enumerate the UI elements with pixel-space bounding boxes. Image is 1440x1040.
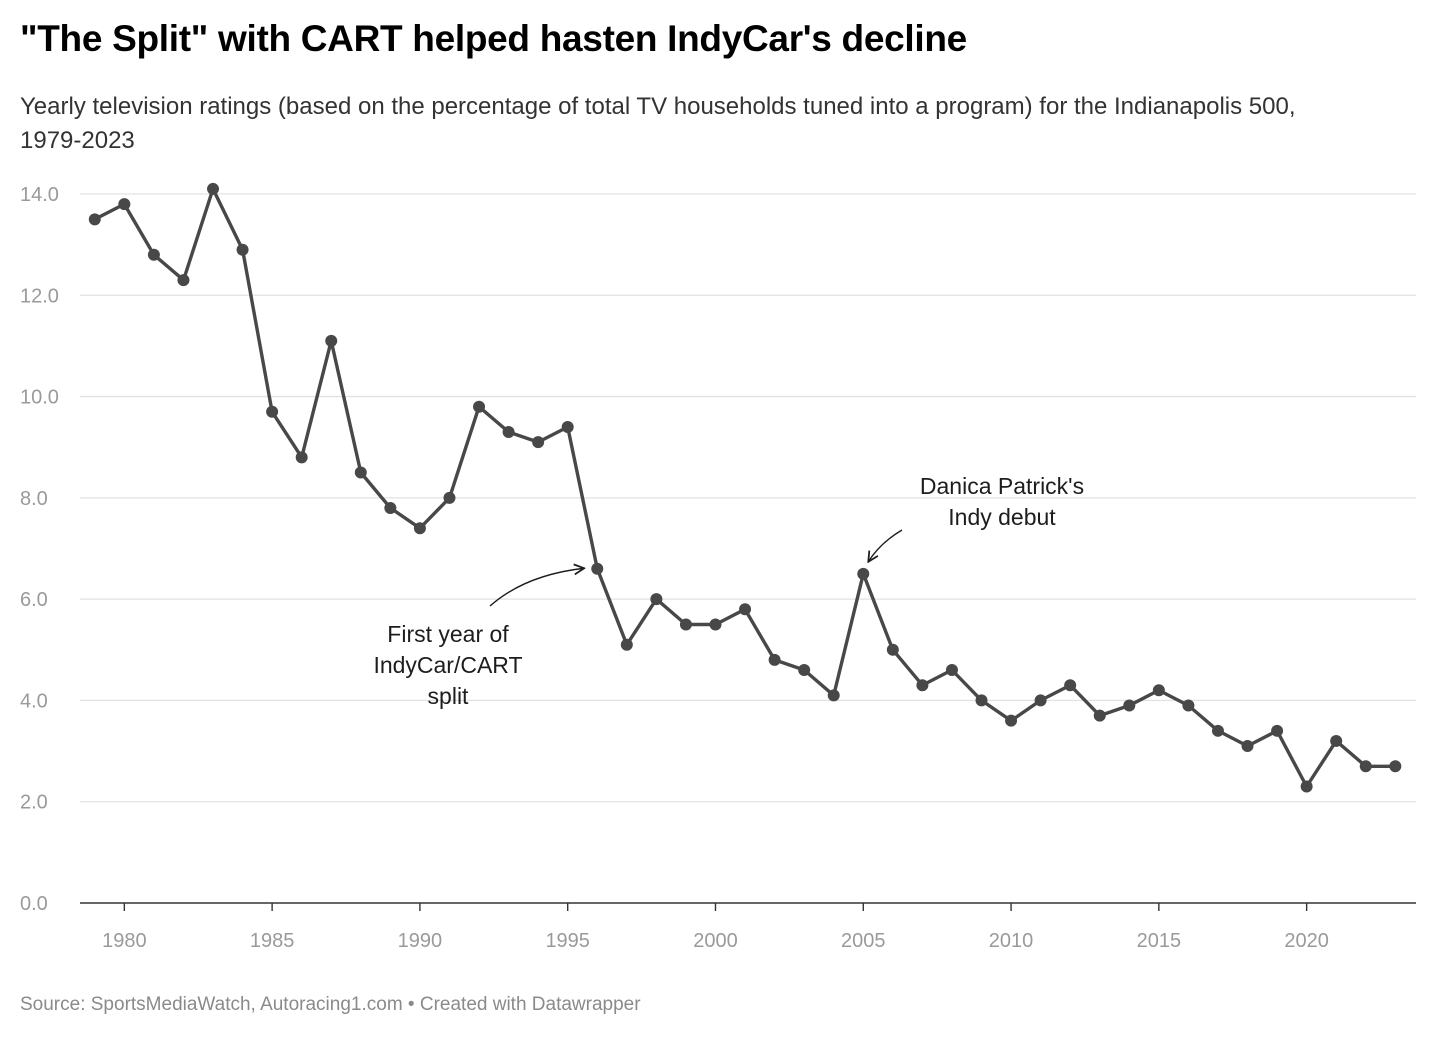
data-point bbox=[1152, 684, 1165, 697]
data-point bbox=[739, 603, 752, 616]
chart-title: "The Split" with CART helped hasten Indy… bbox=[20, 18, 967, 59]
x-tick-label: 2000 bbox=[693, 930, 738, 952]
data-point bbox=[147, 248, 160, 261]
y-tick-label: 10.0 bbox=[20, 387, 59, 409]
x-tick-label: 1995 bbox=[545, 930, 590, 952]
data-point bbox=[384, 501, 397, 514]
annotation-split: First year of IndyCar/CART split bbox=[373, 621, 522, 709]
annotation-arrow-split bbox=[489, 568, 584, 607]
data-point bbox=[591, 562, 604, 575]
x-axis: 1980 1985 1990 1995 2000 2005 2010 2015 2020 bbox=[80, 902, 1416, 952]
data-point bbox=[1271, 724, 1284, 737]
x-tick-label: 2015 bbox=[1137, 930, 1182, 952]
data-point bbox=[827, 689, 840, 702]
x-tick-label: 1990 bbox=[398, 930, 443, 952]
data-point bbox=[266, 405, 279, 418]
data-point bbox=[88, 213, 101, 226]
data-point bbox=[532, 436, 545, 449]
data-point bbox=[916, 679, 929, 692]
data-point bbox=[207, 182, 220, 195]
gridlines bbox=[80, 193, 1416, 803]
data-point bbox=[1241, 740, 1254, 753]
data-point bbox=[443, 491, 456, 504]
annotation-danica: Danica Patrick's Indy debut bbox=[920, 473, 1084, 530]
data-point bbox=[620, 638, 633, 651]
data-point bbox=[886, 643, 899, 656]
data-point bbox=[1123, 699, 1136, 712]
x-tick-label: 2010 bbox=[989, 930, 1034, 952]
data-point bbox=[177, 274, 190, 287]
data-point bbox=[1330, 734, 1343, 747]
data-point bbox=[1093, 709, 1106, 722]
source-footer: Source: SportsMediaWatch, Autoracing1.co… bbox=[20, 994, 641, 1015]
y-tick-label: 2.0 bbox=[20, 792, 48, 814]
data-point bbox=[1389, 760, 1402, 773]
data-point bbox=[354, 466, 367, 479]
series-line bbox=[94, 187, 1396, 789]
data-point bbox=[1182, 699, 1195, 712]
x-tick-label: 2005 bbox=[841, 930, 886, 952]
data-point bbox=[975, 694, 988, 707]
annotations: First year of IndyCar/CART split Danica Pat… bbox=[373, 473, 1084, 709]
data-point bbox=[798, 664, 811, 677]
data-point bbox=[502, 426, 515, 439]
data-point bbox=[650, 593, 663, 606]
data-point bbox=[561, 420, 574, 433]
y-tick-label: 8.0 bbox=[20, 488, 48, 510]
data-point bbox=[118, 198, 131, 211]
y-tick-label: 14.0 bbox=[20, 184, 59, 206]
data-point bbox=[1005, 714, 1018, 727]
annotation-arrow-danica bbox=[868, 529, 903, 562]
series-ratings bbox=[88, 182, 1402, 793]
y-tick-label: 4.0 bbox=[20, 690, 48, 712]
data-point bbox=[1064, 679, 1077, 692]
data-point bbox=[709, 618, 722, 631]
x-tick-label: 2020 bbox=[1284, 930, 1329, 952]
data-point bbox=[1300, 780, 1313, 793]
data-point bbox=[295, 451, 308, 464]
data-point bbox=[679, 618, 692, 631]
data-point bbox=[1034, 694, 1047, 707]
x-tick-label: 1980 bbox=[102, 930, 147, 952]
y-tick-label: 12.0 bbox=[20, 285, 59, 307]
data-point bbox=[1211, 724, 1224, 737]
data-point bbox=[945, 664, 958, 677]
data-point bbox=[1359, 760, 1372, 773]
chart-subtitle: Yearly television ratings (based on the … bbox=[20, 93, 1296, 154]
y-tick-label: 0.0 bbox=[20, 893, 48, 915]
y-tick-label: 6.0 bbox=[20, 589, 48, 611]
data-point bbox=[413, 522, 426, 535]
data-point bbox=[236, 243, 249, 256]
x-tick-label: 1985 bbox=[250, 930, 295, 952]
data-point bbox=[768, 653, 781, 666]
y-axis: 0.0 2.0 4.0 6.0 8.0 10.0 12.0 14.0 bbox=[20, 184, 59, 915]
data-point bbox=[857, 567, 870, 580]
data-point bbox=[325, 334, 338, 347]
data-point bbox=[473, 400, 486, 413]
